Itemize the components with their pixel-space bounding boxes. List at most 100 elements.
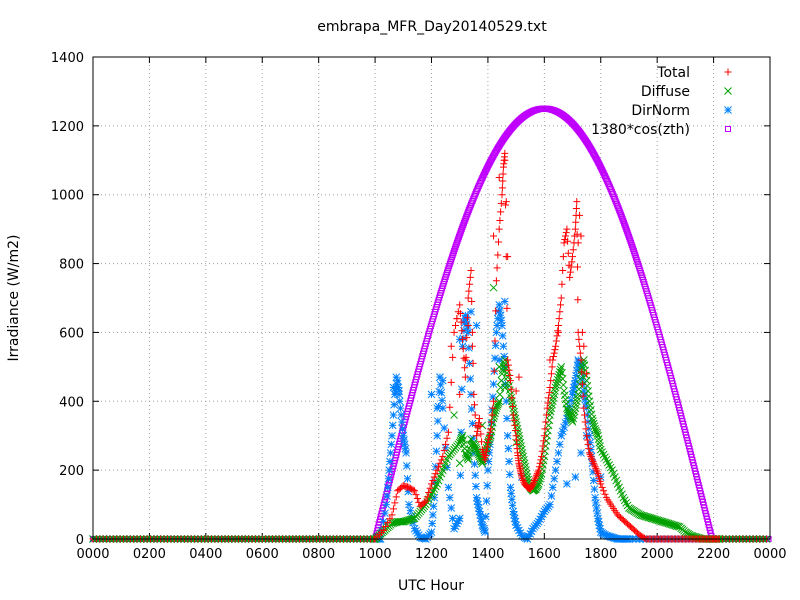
- data-point: [530, 478, 538, 486]
- data-point: [590, 461, 598, 469]
- data-point: [650, 515, 659, 524]
- data-point: [560, 239, 568, 247]
- data-point: [545, 394, 553, 402]
- data-point: [464, 322, 472, 330]
- cos-zth-point: [457, 229, 464, 236]
- data-point: [488, 393, 497, 401]
- data-point: [516, 464, 524, 472]
- data-point: [582, 425, 590, 433]
- data-point: [479, 523, 487, 531]
- data-point: [573, 230, 581, 238]
- data-point: [498, 321, 506, 330]
- data-point: [572, 371, 580, 380]
- legend-label: Diffuse: [641, 84, 690, 100]
- data-point: [499, 177, 507, 185]
- axis-ticks: 0000 0200 0400 0600 0800 1000 1200 1400 1600 1800…: [51, 51, 787, 562]
- cos-zth-point: [623, 225, 630, 232]
- data-point: [407, 515, 416, 524]
- data-point: [512, 387, 520, 395]
- data-point: [492, 277, 500, 285]
- data-point: [606, 463, 615, 472]
- data-point: [506, 377, 514, 385]
- data-point: [587, 445, 595, 454]
- data-point: [462, 353, 470, 361]
- data-point: [496, 383, 505, 392]
- data-point: [533, 471, 541, 479]
- data-point: [436, 459, 444, 467]
- data-point: [494, 399, 503, 407]
- data-point: [548, 483, 557, 492]
- data-point: [578, 368, 586, 376]
- data-point: [485, 432, 493, 440]
- data-point: [616, 513, 624, 521]
- data-point: [439, 452, 447, 460]
- data-point: [596, 442, 604, 450]
- data-point: [500, 297, 509, 306]
- data-point: [587, 452, 595, 460]
- data-point: [582, 371, 590, 380]
- data-point: [383, 483, 392, 492]
- data-point: [458, 327, 466, 335]
- data-point: [553, 332, 561, 340]
- data-point: [555, 315, 563, 323]
- data-point: [591, 493, 599, 502]
- data-point: [412, 526, 420, 535]
- data-point: [555, 368, 564, 376]
- data-point: [440, 446, 448, 454]
- data-point: [590, 422, 599, 431]
- data-point: [637, 511, 646, 520]
- data-point: [436, 381, 445, 389]
- data-point: [653, 516, 662, 524]
- cos-zth-point: [615, 204, 622, 211]
- data-point: [575, 357, 583, 366]
- data-point: [432, 447, 441, 456]
- data-point: [596, 524, 604, 533]
- data-point: [446, 403, 454, 411]
- data-point: [433, 466, 441, 474]
- data-point: [493, 321, 501, 330]
- cos-zth-point: [460, 221, 467, 228]
- data-point: [591, 463, 599, 471]
- data-point: [457, 385, 466, 394]
- data-point: [554, 327, 562, 335]
- legend-label: 1380*cos(zth): [591, 122, 690, 138]
- x-tick-label: 1200: [415, 547, 448, 562]
- data-point: [406, 515, 415, 524]
- data-point: [547, 492, 556, 500]
- data-point: [571, 225, 579, 233]
- data-point: [580, 404, 588, 412]
- y-tick-label: 400: [59, 395, 84, 410]
- data-point: [524, 532, 533, 541]
- x-tick-label: 0000: [76, 547, 109, 562]
- data-point: [593, 466, 601, 474]
- data-point: [570, 383, 578, 392]
- data-point: [544, 399, 552, 407]
- data-point: [466, 280, 474, 288]
- data-point: [396, 404, 405, 413]
- legend-marker: [724, 106, 732, 114]
- data-point: [451, 522, 460, 530]
- data-point: [468, 419, 477, 428]
- data-point: [467, 307, 475, 316]
- cos-zth-point: [458, 227, 465, 234]
- data-point: [533, 519, 542, 528]
- data-point: [495, 225, 503, 233]
- data-point: [540, 432, 548, 440]
- data-point: [401, 444, 410, 453]
- data-point: [509, 411, 517, 419]
- data-point: [480, 526, 489, 535]
- data-point: [432, 470, 440, 478]
- data-point: [576, 342, 584, 350]
- x-tick-label: 1600: [528, 547, 561, 562]
- data-point: [572, 204, 580, 212]
- data-point: [494, 251, 502, 259]
- data-point: [552, 381, 561, 389]
- data-point: [505, 457, 513, 466]
- data-point: [403, 474, 412, 483]
- data-point: [578, 328, 586, 336]
- data-point: [435, 387, 444, 396]
- data-point: [589, 468, 597, 476]
- data-point: [462, 315, 470, 324]
- data-point: [443, 463, 451, 472]
- data-point: [475, 419, 483, 427]
